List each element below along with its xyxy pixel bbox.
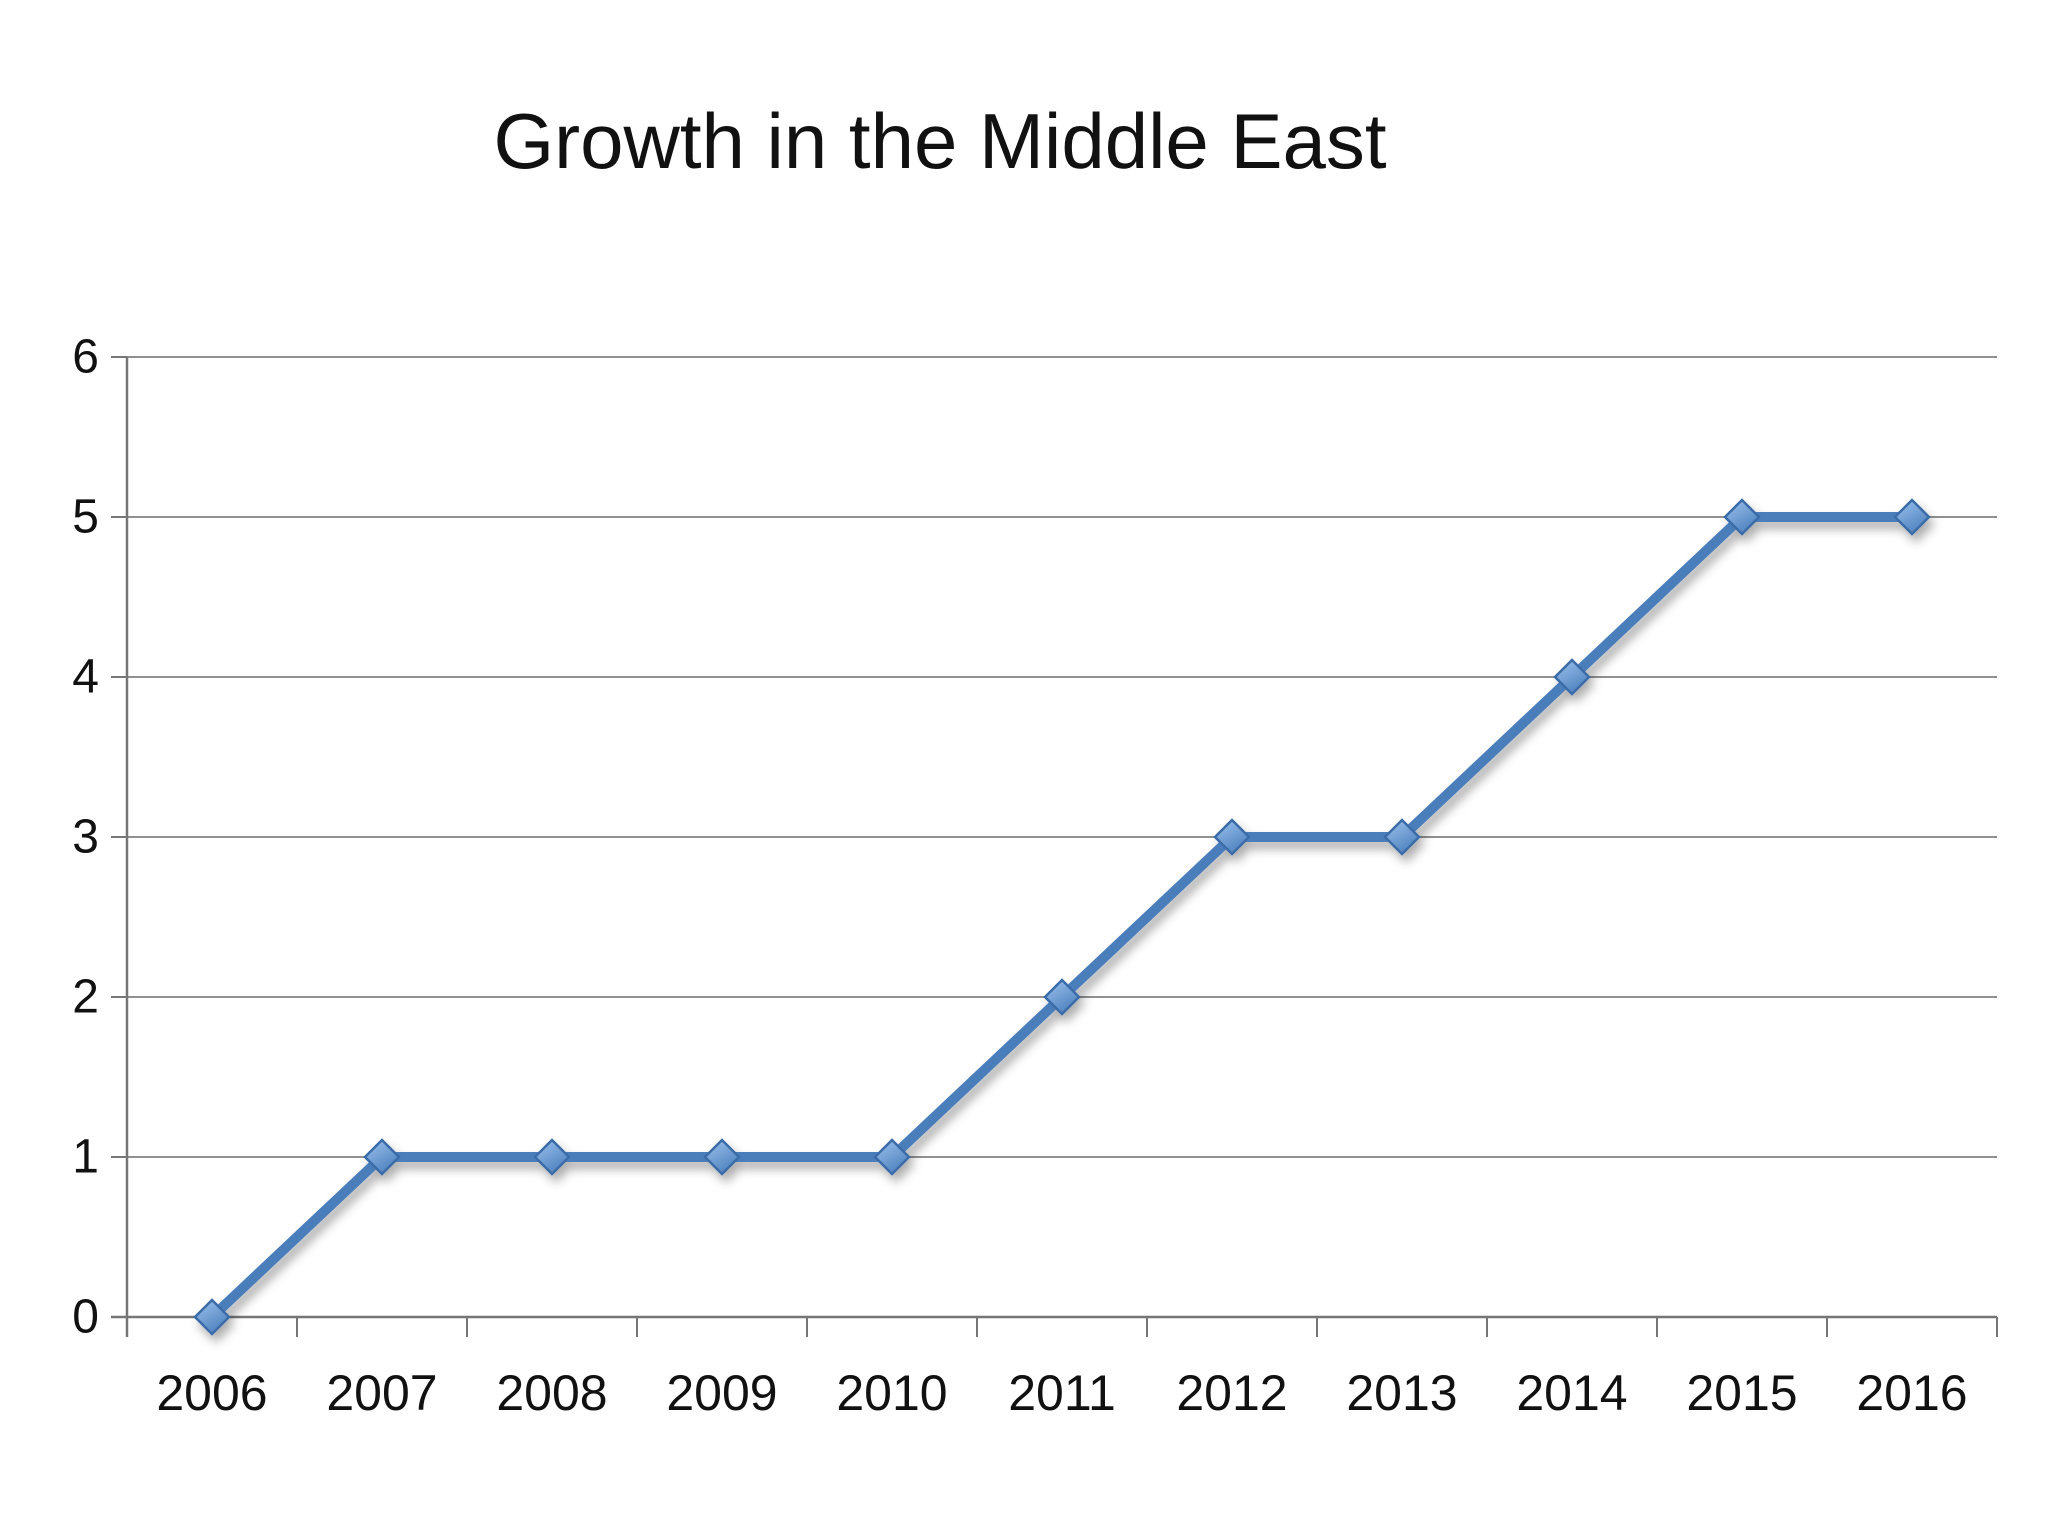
- x-tick-label: 2011: [1008, 1365, 1116, 1421]
- x-tick-label: 2007: [326, 1365, 437, 1421]
- x-tick-label: 2012: [1176, 1365, 1287, 1421]
- data-point-marker: [533, 1138, 571, 1176]
- data-point-marker: [703, 1138, 741, 1176]
- x-tick-label: 2016: [1856, 1365, 1967, 1421]
- data-point-marker: [1553, 658, 1591, 696]
- x-tick-label: 2015: [1686, 1365, 1797, 1421]
- x-tick-label: 2013: [1346, 1365, 1457, 1421]
- y-tick-label: 6: [72, 331, 99, 384]
- y-tick-label: 1: [72, 1131, 99, 1184]
- x-tick-label: 2009: [666, 1365, 777, 1421]
- data-point-marker: [1723, 498, 1761, 536]
- x-tick-label: 2010: [836, 1365, 947, 1421]
- data-point-marker: [1043, 978, 1081, 1016]
- y-tick-label: 5: [72, 491, 99, 544]
- data-point-marker: [1383, 818, 1421, 856]
- data-point-marker: [363, 1138, 401, 1176]
- y-tick-label: 0: [72, 1291, 99, 1344]
- data-line: [207, 512, 1917, 1322]
- x-tick-label: 2014: [1516, 1365, 1627, 1421]
- y-tick-label: 2: [72, 971, 99, 1024]
- x-tick-label: 2008: [496, 1365, 607, 1421]
- data-point-marker: [193, 1298, 231, 1336]
- chart-title: Growth in the Middle East: [493, 97, 1387, 185]
- data-point-marker: [1893, 498, 1931, 536]
- y-tick-label: 3: [72, 811, 99, 864]
- data-series: [193, 498, 1931, 1336]
- data-point-marker: [1213, 818, 1251, 856]
- data-point-marker: [873, 1138, 911, 1176]
- y-tick-label: 4: [72, 651, 99, 704]
- x-tick-label: 2006: [156, 1365, 267, 1421]
